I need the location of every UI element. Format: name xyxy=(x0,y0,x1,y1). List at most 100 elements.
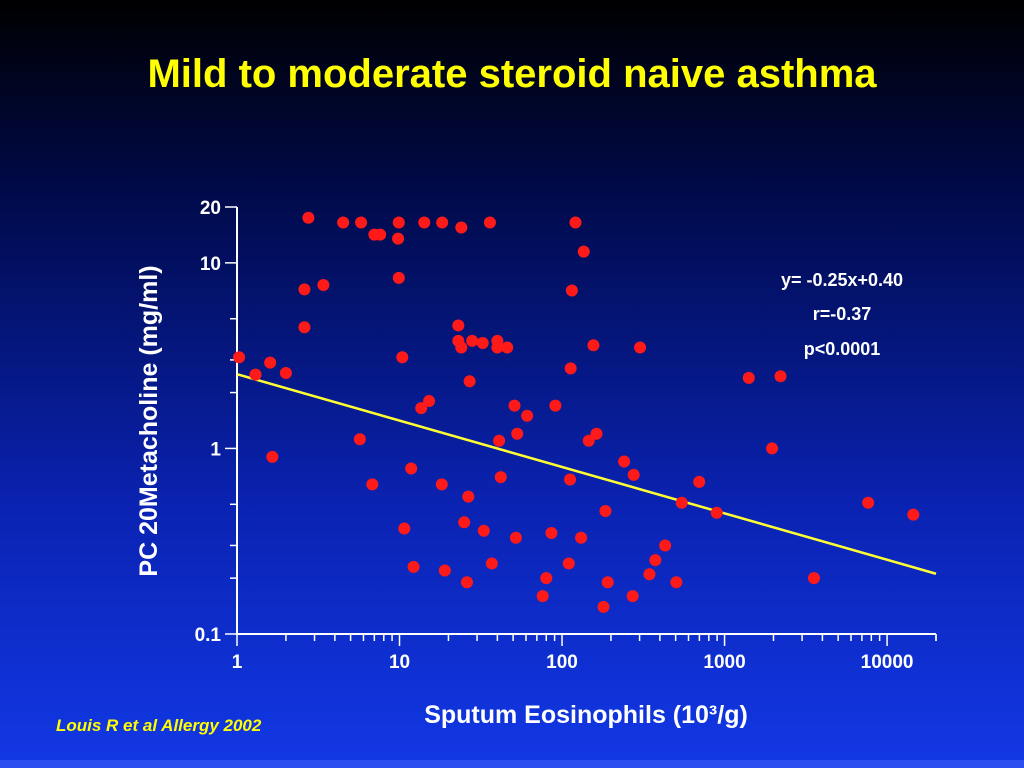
data-point xyxy=(511,427,524,440)
data-point xyxy=(317,278,330,291)
data-point xyxy=(405,462,418,475)
data-points xyxy=(233,211,920,613)
data-point xyxy=(435,478,448,491)
data-point xyxy=(907,508,920,521)
data-point xyxy=(742,371,755,384)
data-point xyxy=(462,490,475,503)
data-point xyxy=(549,399,562,412)
data-point xyxy=(476,336,489,349)
regression-line-layer xyxy=(236,373,937,575)
data-point xyxy=(597,600,610,613)
y-tick-label: 10 xyxy=(200,254,221,275)
data-point xyxy=(392,271,405,284)
data-point xyxy=(710,506,723,519)
data-point xyxy=(569,216,582,229)
data-point xyxy=(675,496,688,509)
data-point xyxy=(353,433,366,446)
data-point xyxy=(418,216,431,229)
data-point xyxy=(649,554,662,567)
data-point xyxy=(601,576,614,589)
data-point xyxy=(587,339,600,352)
data-point xyxy=(266,450,279,463)
data-point xyxy=(423,395,436,408)
data-point xyxy=(508,399,521,412)
data-point xyxy=(455,221,468,234)
data-point xyxy=(766,442,779,455)
data-point xyxy=(626,590,639,603)
bottom-strip xyxy=(0,760,1024,768)
data-point xyxy=(564,362,577,375)
data-point xyxy=(565,284,578,297)
data-point xyxy=(302,211,315,224)
data-point xyxy=(463,375,476,388)
y-tick-label: 20 xyxy=(200,198,221,219)
data-point xyxy=(407,560,420,573)
data-point xyxy=(501,341,514,354)
data-point xyxy=(862,496,875,509)
annotation-text: p<0.0001 xyxy=(804,339,881,359)
annotation-text: r=-0.37 xyxy=(813,304,872,324)
data-point xyxy=(599,505,612,518)
data-point xyxy=(634,341,647,354)
data-point xyxy=(455,341,468,354)
x-tick-label: 100 xyxy=(546,652,578,673)
data-point xyxy=(392,232,405,245)
x-axis-label: Sputum Eosinophils (10³/g) xyxy=(424,701,748,729)
data-point xyxy=(536,590,549,603)
slide-title: Mild to moderate steroid naive asthma xyxy=(147,52,877,96)
data-point xyxy=(460,576,473,589)
data-point xyxy=(774,370,787,383)
data-point xyxy=(355,216,368,229)
data-point xyxy=(398,522,411,535)
regression-line xyxy=(236,373,937,575)
data-point xyxy=(485,557,498,570)
data-point xyxy=(483,216,496,229)
data-point xyxy=(233,351,246,364)
data-point xyxy=(452,319,465,332)
citation: Louis R et al Allergy 2002 xyxy=(56,716,262,735)
regression-annotation: y= -0.25x+0.40 r=-0.37 p<0.0001 xyxy=(781,270,903,359)
data-point xyxy=(493,434,506,447)
data-point xyxy=(438,564,451,577)
data-point xyxy=(279,366,292,379)
data-point xyxy=(693,475,706,488)
data-point xyxy=(477,524,490,537)
data-point xyxy=(458,516,471,529)
data-point xyxy=(521,409,534,422)
data-point xyxy=(466,334,479,347)
data-point xyxy=(509,531,522,544)
data-point xyxy=(582,434,595,447)
data-point xyxy=(392,216,405,229)
y-axis-label: PC 20Metacholine (mg/ml) xyxy=(135,265,163,576)
data-point xyxy=(337,216,350,229)
data-point xyxy=(494,471,507,484)
x-tick-label: 10000 xyxy=(861,652,914,673)
y-tick-label: 0.1 xyxy=(195,625,222,646)
axes xyxy=(225,206,937,646)
data-point xyxy=(618,455,631,468)
data-point xyxy=(436,216,449,229)
data-point xyxy=(545,527,558,540)
annotation-text: y= -0.25x+0.40 xyxy=(781,270,903,290)
data-point xyxy=(807,572,820,585)
data-point xyxy=(264,356,277,369)
x-tick-label: 10 xyxy=(389,652,410,673)
data-point xyxy=(670,576,683,589)
data-point xyxy=(540,572,553,585)
data-point xyxy=(627,468,640,481)
x-tick-label: 1 xyxy=(232,652,243,673)
axis-labels: Sputum Eosinophils (10³/g) PC 20Metachol… xyxy=(135,265,748,729)
data-point xyxy=(366,478,379,491)
tick-labels: 1 10 100 1000 10000 0.1 1 10 20 xyxy=(195,198,914,673)
data-point xyxy=(577,245,590,258)
data-point xyxy=(415,402,428,415)
data-point xyxy=(298,283,311,296)
x-tick-label: 1000 xyxy=(703,652,745,673)
data-point xyxy=(590,427,603,440)
data-point xyxy=(643,568,656,581)
data-point xyxy=(298,321,311,334)
data-point xyxy=(491,341,504,354)
data-point xyxy=(659,539,672,552)
data-point xyxy=(562,557,575,570)
